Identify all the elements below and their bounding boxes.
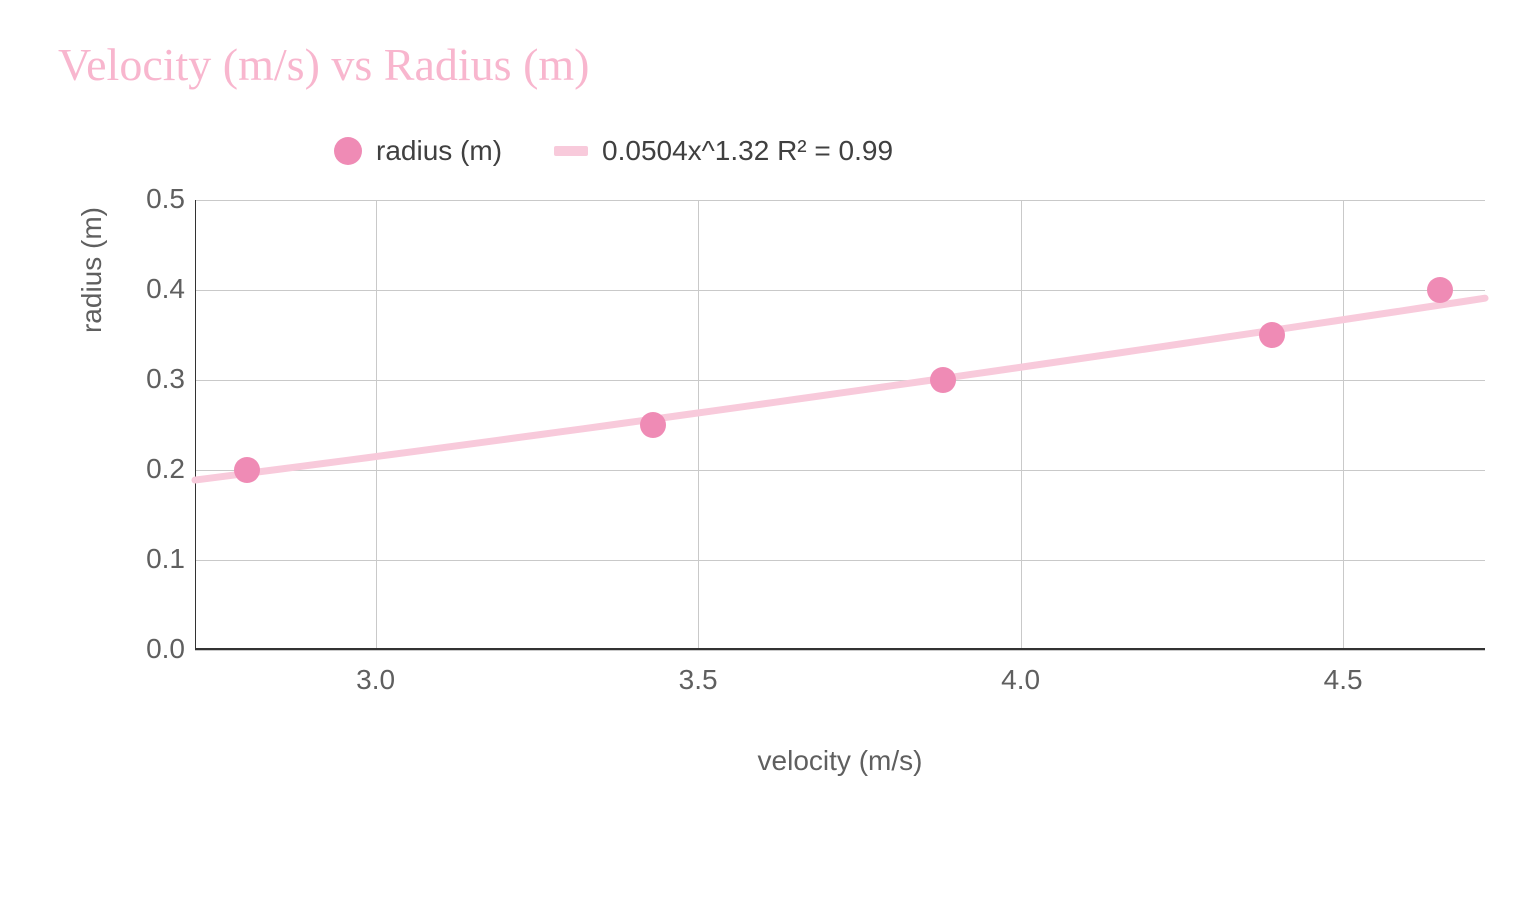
x-tick-label: 4.5 <box>1303 664 1383 696</box>
data-point <box>640 412 666 438</box>
x-tick-label: 3.5 <box>658 664 738 696</box>
gridline-horizontal <box>195 650 1485 651</box>
legend-label-series: radius (m) <box>376 135 502 167</box>
x-axis-label: velocity (m/s) <box>690 745 990 777</box>
chart-title: Velocity (m/s) vs Radius (m) <box>58 38 590 91</box>
legend-marker-trend <box>554 146 588 156</box>
data-point <box>930 367 956 393</box>
legend-label-trend: 0.0504x^1.32 R² = 0.99 <box>602 135 893 167</box>
y-tick-label: 0.0 <box>125 633 185 665</box>
data-point <box>1259 322 1285 348</box>
y-tick-label: 0.1 <box>125 543 185 575</box>
y-axis-label: radius (m) <box>76 45 108 495</box>
y-tick-label: 0.4 <box>125 273 185 305</box>
legend-marker-series <box>334 137 362 165</box>
y-tick-label: 0.2 <box>125 453 185 485</box>
trendline <box>195 200 1485 650</box>
y-tick-label: 0.3 <box>125 363 185 395</box>
y-tick-label: 0.5 <box>125 183 185 215</box>
chart-container: Velocity (m/s) vs Radius (m) radius (m) … <box>0 0 1540 902</box>
x-tick-label: 3.0 <box>336 664 416 696</box>
data-point <box>234 457 260 483</box>
plot-area <box>195 200 1485 650</box>
data-point <box>1427 277 1453 303</box>
x-tick-label: 4.0 <box>981 664 1061 696</box>
legend: radius (m) 0.0504x^1.32 R² = 0.99 <box>334 135 893 167</box>
